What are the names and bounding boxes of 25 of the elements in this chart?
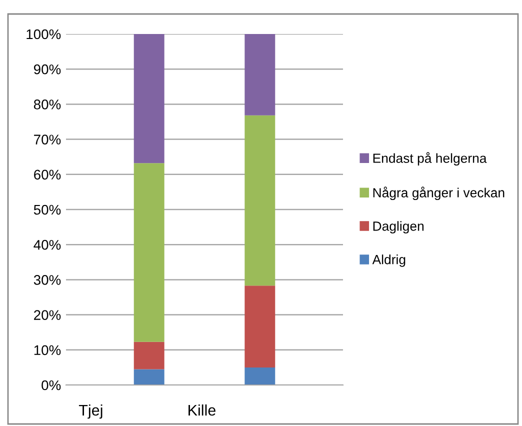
bar xyxy=(134,342,164,370)
bar xyxy=(244,286,276,368)
bar xyxy=(244,34,276,116)
bar xyxy=(244,115,276,286)
y-tick-label: 40% xyxy=(34,240,61,250)
x-tick-label: Tjej xyxy=(78,404,102,419)
y-tick-label: 0% xyxy=(42,380,61,390)
legend-label: Dagligen xyxy=(373,221,424,234)
legend-label: Några gånger i veckan xyxy=(373,186,504,200)
y-tick-label: 80% xyxy=(34,100,61,110)
y-tick-label: 30% xyxy=(34,275,61,285)
bar xyxy=(134,163,164,342)
legend-label: Aldrig xyxy=(372,254,406,267)
y-tick-label: 70% xyxy=(34,134,61,144)
legend-label: Endast på helgerna xyxy=(373,152,487,166)
y-tick-label: 100% xyxy=(26,29,61,40)
y-tick-label: 90% xyxy=(34,64,61,74)
bar xyxy=(134,34,164,164)
y-tick-label: 50% xyxy=(34,204,61,215)
x-tick-label: Kille xyxy=(188,404,216,416)
y-tick-label: 60% xyxy=(34,170,61,180)
bar xyxy=(244,367,276,385)
bar xyxy=(134,369,164,385)
y-tick-label: 20% xyxy=(34,310,61,320)
y-tick-label: 10% xyxy=(34,345,61,356)
